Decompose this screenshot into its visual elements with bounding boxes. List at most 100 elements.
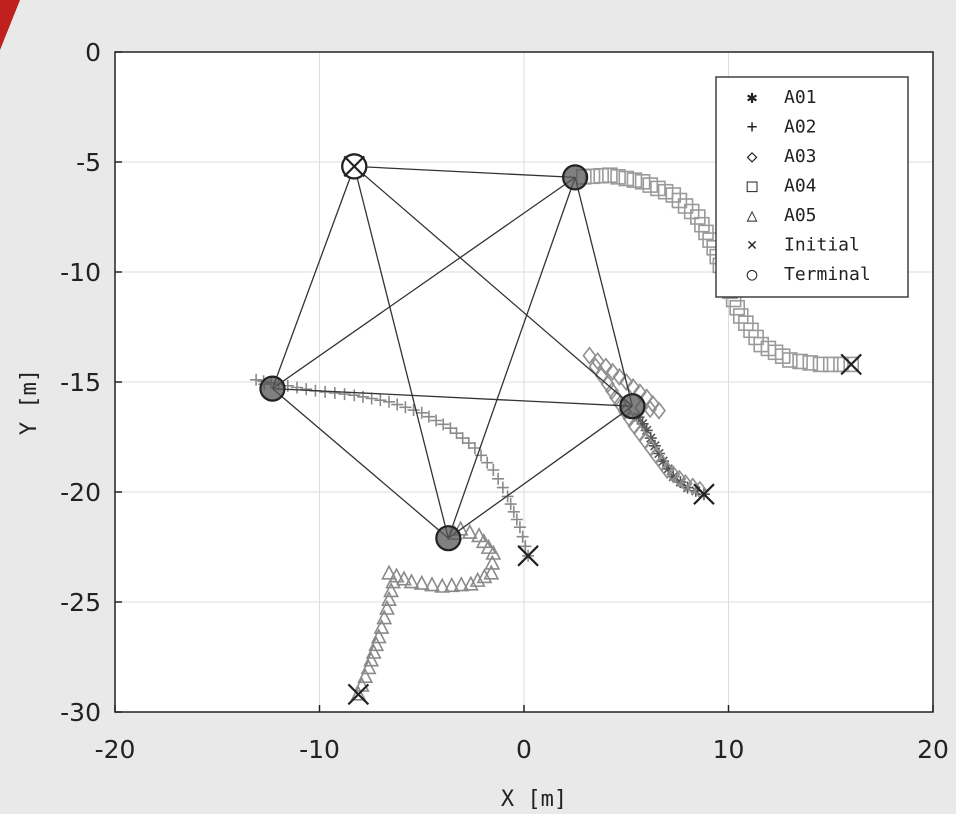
- trajectory-marker: [634, 174, 651, 190]
- y-tick-label: 0: [85, 38, 101, 67]
- legend-symbol: ○: [747, 264, 758, 285]
- corner-accent-shape: [0, 0, 20, 50]
- y-tick-label: -30: [60, 698, 101, 727]
- initial-marker: [347, 683, 370, 706]
- formation-edge: [353, 165, 633, 407]
- trajectory-marker: [430, 414, 443, 427]
- trajectory-marker: [683, 203, 700, 220]
- trajectory-marker: [619, 372, 634, 392]
- trajectory-marker: [424, 576, 440, 592]
- trajectory-marker: [456, 432, 469, 445]
- trajectory-marker: [618, 170, 635, 187]
- trajectory-marker: [422, 410, 435, 423]
- trajectory-marker: [640, 424, 653, 437]
- legend-label-a04: A04: [784, 176, 817, 197]
- trajectory-marker: [443, 576, 460, 593]
- trajectory-marker: [504, 498, 517, 511]
- trajectory-marker: [645, 394, 660, 414]
- trajectory-marker: [328, 387, 341, 399]
- formation-edge: [272, 387, 633, 407]
- trajectory-marker: [612, 367, 627, 386]
- trajectory-marker: [626, 172, 643, 188]
- trajectory-marker: [657, 455, 670, 468]
- trajectory-marker: [338, 388, 351, 401]
- trajectory-marker: [598, 357, 613, 376]
- legend-symbol: ◇: [747, 146, 758, 167]
- trajectory-marker: [365, 643, 382, 659]
- formation-edge: [353, 166, 449, 539]
- trajectory-marker: [450, 427, 463, 440]
- trajectory-marker: [677, 198, 694, 214]
- trajectory-marker: [590, 351, 605, 371]
- legend-label-a01: A01: [784, 87, 817, 108]
- trajectory-marker: [462, 575, 479, 591]
- x-axis-label: X [m]: [501, 787, 567, 812]
- legend-symbol: ×: [747, 235, 758, 256]
- trajectory-marker: [376, 609, 393, 625]
- x-tick-label: 10: [713, 735, 745, 764]
- initial-marker: [840, 353, 862, 376]
- trajectory-marker: [593, 167, 609, 184]
- legend: ✱ A01 + A02 ◇ A03 □ A04 △ A05 × Initial ○ Terminal: [715, 76, 909, 298]
- trajectory-marker: [802, 355, 819, 371]
- trajectory-marker: [516, 530, 529, 543]
- y-tick-label: -20: [60, 478, 101, 507]
- trajectory-marker: [368, 635, 385, 652]
- trajectory-marker: [627, 416, 642, 436]
- trajectory-marker: [476, 568, 493, 584]
- trajectory-marker: [644, 432, 657, 445]
- trajectory-marker: [357, 667, 374, 684]
- tick-labels: -20 -10 0 10 20 0 -5 -10 -15 -20 -25 -30: [60, 38, 949, 764]
- y-axis-label: Y [m]: [17, 369, 42, 435]
- trajectory-marker: [843, 356, 860, 373]
- legend-symbol: □: [747, 176, 758, 197]
- trajectory-marker: [391, 398, 404, 411]
- legend-symbol: △: [747, 205, 758, 226]
- y-tick-label: -25: [60, 588, 101, 617]
- y-tick-label: -15: [60, 368, 101, 397]
- formation-edge: [272, 388, 449, 539]
- x-tick-label: -20: [95, 735, 136, 764]
- trajectory-marker: [732, 308, 749, 324]
- trajectory-marker: [365, 392, 378, 405]
- legend-symbol: +: [747, 117, 758, 138]
- terminal-marker: [619, 393, 646, 420]
- trajectory-marker: [507, 505, 520, 518]
- trajectory-marker: [381, 564, 397, 580]
- trajectory-marker: [370, 628, 387, 644]
- formation-edge: [271, 166, 355, 389]
- trajectory-marker: [519, 540, 532, 553]
- trajectory-marker: [484, 554, 501, 570]
- initial-marker: [343, 155, 366, 178]
- trajectory-marker: [487, 464, 500, 476]
- trajectory-marker: [604, 381, 619, 400]
- formation-edge: [447, 177, 576, 539]
- trajectory-marker: [413, 574, 430, 590]
- trajectory-marker: [453, 576, 470, 592]
- trajectory-marker: [373, 618, 390, 634]
- legend-label-terminal: Terminal: [784, 264, 871, 285]
- trajectory-marker: [662, 462, 675, 475]
- x-tick-label: -10: [299, 735, 340, 764]
- trajectory-marker: [610, 169, 626, 185]
- legend-label-a02: A02: [784, 117, 817, 138]
- legend-symbol: ✱: [747, 87, 758, 108]
- terminal-marker: [259, 375, 286, 402]
- trajectory-marker: [437, 418, 450, 431]
- trajectory-marker: [363, 651, 380, 667]
- trajectory-marker: [407, 404, 420, 417]
- plot-frame: [114, 51, 934, 713]
- legend-label-a03: A03: [784, 146, 817, 167]
- x-tick-label: 0: [516, 735, 532, 764]
- terminal-marker: [435, 525, 462, 552]
- trajectory-marker: [582, 346, 597, 365]
- trajectory-marker: [672, 469, 687, 488]
- trajectory-marker: [291, 381, 304, 394]
- trajectory-marker: [729, 299, 745, 316]
- trajectory-marker: [513, 521, 526, 534]
- formation-edge: [574, 177, 634, 407]
- trajectory-marker: [468, 442, 481, 454]
- initial-marker: [693, 483, 715, 505]
- trajectory-marker: [381, 590, 397, 607]
- terminal-marker: [562, 164, 589, 191]
